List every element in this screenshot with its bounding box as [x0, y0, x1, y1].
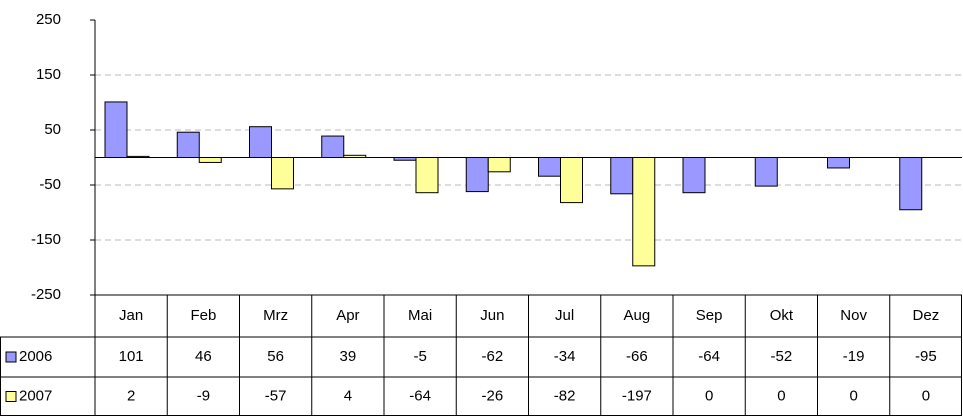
x-tick-label: Jan — [119, 307, 143, 324]
x-tick-label: Mrz — [263, 307, 288, 324]
bar — [899, 157, 923, 211]
table-value: 4 — [344, 387, 352, 404]
bar — [249, 126, 272, 158]
y-tick-label: -150 — [31, 231, 61, 248]
legend-swatch — [5, 391, 17, 402]
y-tick-label: 50 — [44, 121, 61, 138]
table-value: -66 — [626, 348, 648, 365]
bar — [682, 157, 706, 194]
x-tick-label: Apr — [336, 307, 359, 324]
table-value: -9 — [197, 387, 210, 404]
x-tick-label: Okt — [770, 307, 794, 324]
table-value: -82 — [554, 387, 576, 404]
table-value: -197 — [622, 387, 652, 404]
legend-label: 2006 — [19, 348, 52, 365]
x-tick-label: Nov — [840, 307, 867, 324]
x-tick-label: Jun — [480, 307, 504, 324]
table-value: -57 — [265, 387, 287, 404]
table-value: 56 — [267, 348, 284, 365]
table-value: -64 — [409, 387, 431, 404]
table-value: 0 — [849, 387, 857, 404]
bar — [176, 131, 200, 158]
bar — [487, 157, 511, 173]
table-value: 0 — [705, 387, 713, 404]
bar — [560, 157, 583, 204]
x-tick-label: Dez — [913, 307, 940, 324]
bar — [271, 157, 294, 190]
bar — [754, 157, 778, 187]
table-value: -62 — [482, 348, 504, 365]
bar — [610, 157, 634, 195]
bar — [104, 101, 128, 158]
bar — [632, 157, 656, 267]
y-tick-label: 150 — [36, 66, 61, 83]
bar — [465, 157, 489, 193]
legend-label: 2007 — [19, 387, 52, 404]
table-value: 0 — [922, 387, 930, 404]
table-value: -52 — [771, 348, 793, 365]
table-value: -64 — [698, 348, 720, 365]
table-value: 101 — [119, 348, 144, 365]
x-tick-label: Feb — [190, 307, 216, 324]
bar — [321, 135, 345, 159]
bar — [198, 157, 222, 163]
bar — [538, 157, 561, 177]
x-tick-label: Mai — [408, 307, 432, 324]
y-tick-label: -50 — [39, 176, 61, 193]
table-value: -19 — [843, 348, 865, 365]
table-value: -26 — [482, 387, 504, 404]
table-value: -95 — [915, 348, 937, 365]
table-value: 2 — [127, 387, 135, 404]
table-value: 46 — [195, 348, 212, 365]
y-tick-label: -250 — [31, 286, 61, 303]
x-tick-label: Aug — [624, 307, 651, 324]
table-value: 0 — [777, 387, 785, 404]
table-value: 39 — [340, 348, 357, 365]
legend-swatch — [5, 351, 17, 363]
x-tick-label: Sep — [696, 307, 723, 324]
x-tick-label: Jul — [555, 307, 574, 324]
table-value: -5 — [413, 348, 426, 365]
y-tick-label: 250 — [36, 11, 61, 28]
bar — [827, 157, 850, 169]
table-value: -34 — [554, 348, 576, 365]
bar — [415, 157, 439, 194]
